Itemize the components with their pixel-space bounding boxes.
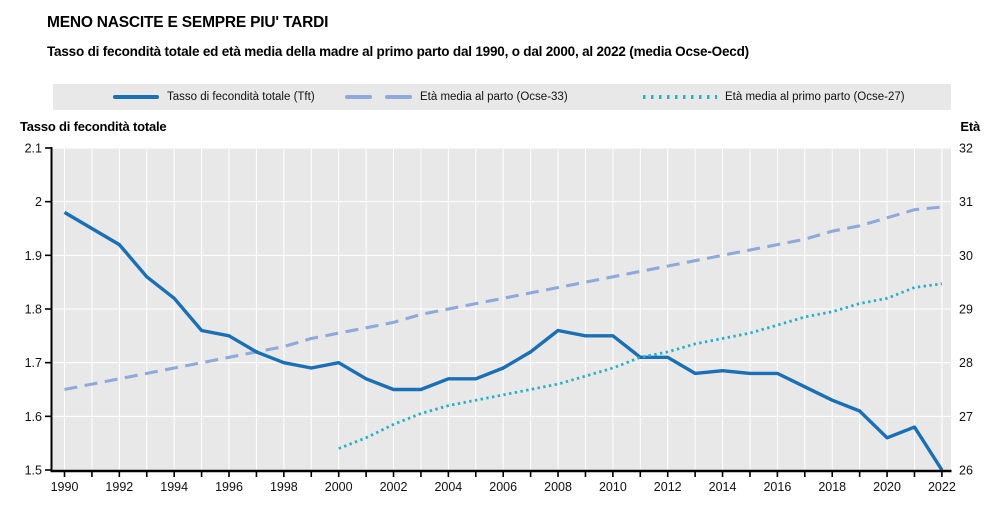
svg-text:2014: 2014 (709, 480, 737, 494)
svg-text:2002: 2002 (380, 480, 408, 494)
svg-text:30: 30 (959, 249, 973, 263)
svg-text:1992: 1992 (105, 480, 133, 494)
svg-text:1994: 1994 (160, 480, 188, 494)
svg-text:2006: 2006 (489, 480, 517, 494)
svg-text:1.9: 1.9 (25, 249, 42, 263)
svg-text:2010: 2010 (599, 480, 627, 494)
svg-text:1.7: 1.7 (25, 356, 42, 370)
svg-text:1.5: 1.5 (25, 464, 42, 478)
legend-label: Tasso di fecondità totale (Tft) (167, 91, 315, 103)
left-axis-title: Tasso di fecondità totale (20, 119, 167, 134)
legend-label: Età media al primo parto (Ocse-27) (725, 91, 905, 103)
svg-text:28: 28 (959, 356, 973, 370)
svg-text:2012: 2012 (654, 480, 682, 494)
svg-text:1.6: 1.6 (25, 410, 42, 424)
chart-subtitle: Tasso di fecondità totale ed età media d… (47, 44, 749, 59)
svg-text:2016: 2016 (763, 480, 791, 494)
legend-item-eta-primo-parto: Età media al primo parto (Ocse-27) (643, 84, 905, 110)
svg-text:2020: 2020 (873, 480, 901, 494)
svg-text:29: 29 (959, 303, 973, 317)
legend-item-eta-parto: Età media al parto (Ocse-33) (345, 84, 568, 110)
chart-svg: 2.1 32 2 31 1.9 30 1.8 29 1.7 28 1.6 27 1.5 26 1990 199… (25, 142, 973, 495)
svg-text:1996: 1996 (215, 480, 243, 494)
svg-text:27: 27 (959, 410, 973, 424)
right-axis-title: Età (960, 119, 980, 134)
svg-text:2.1: 2.1 (25, 142, 42, 156)
svg-text:2018: 2018 (818, 480, 846, 494)
svg-text:2004: 2004 (434, 480, 462, 494)
svg-text:31: 31 (959, 195, 973, 209)
page-title: MENO NASCITE E SEMPRE PIU' TARDI (47, 14, 329, 31)
svg-text:1990: 1990 (51, 480, 79, 494)
legend-label: Età media al parto (Ocse-33) (420, 91, 568, 103)
legend-item-tft: Tasso di fecondità totale (Tft) (113, 84, 315, 110)
svg-text:1.8: 1.8 (25, 303, 42, 317)
solid-line-swatch-icon (113, 94, 159, 100)
dotted-line-swatch-icon (643, 95, 717, 99)
legend: Tasso di fecondità totale (Tft) Età medi… (53, 84, 951, 110)
dashed-line-swatch-icon (345, 95, 412, 99)
svg-text:32: 32 (959, 142, 973, 156)
svg-text:26: 26 (959, 464, 973, 478)
svg-text:1998: 1998 (270, 480, 298, 494)
svg-text:2022: 2022 (928, 480, 956, 494)
svg-text:2000: 2000 (325, 480, 353, 494)
svg-text:2: 2 (35, 195, 42, 209)
svg-text:2008: 2008 (544, 480, 572, 494)
